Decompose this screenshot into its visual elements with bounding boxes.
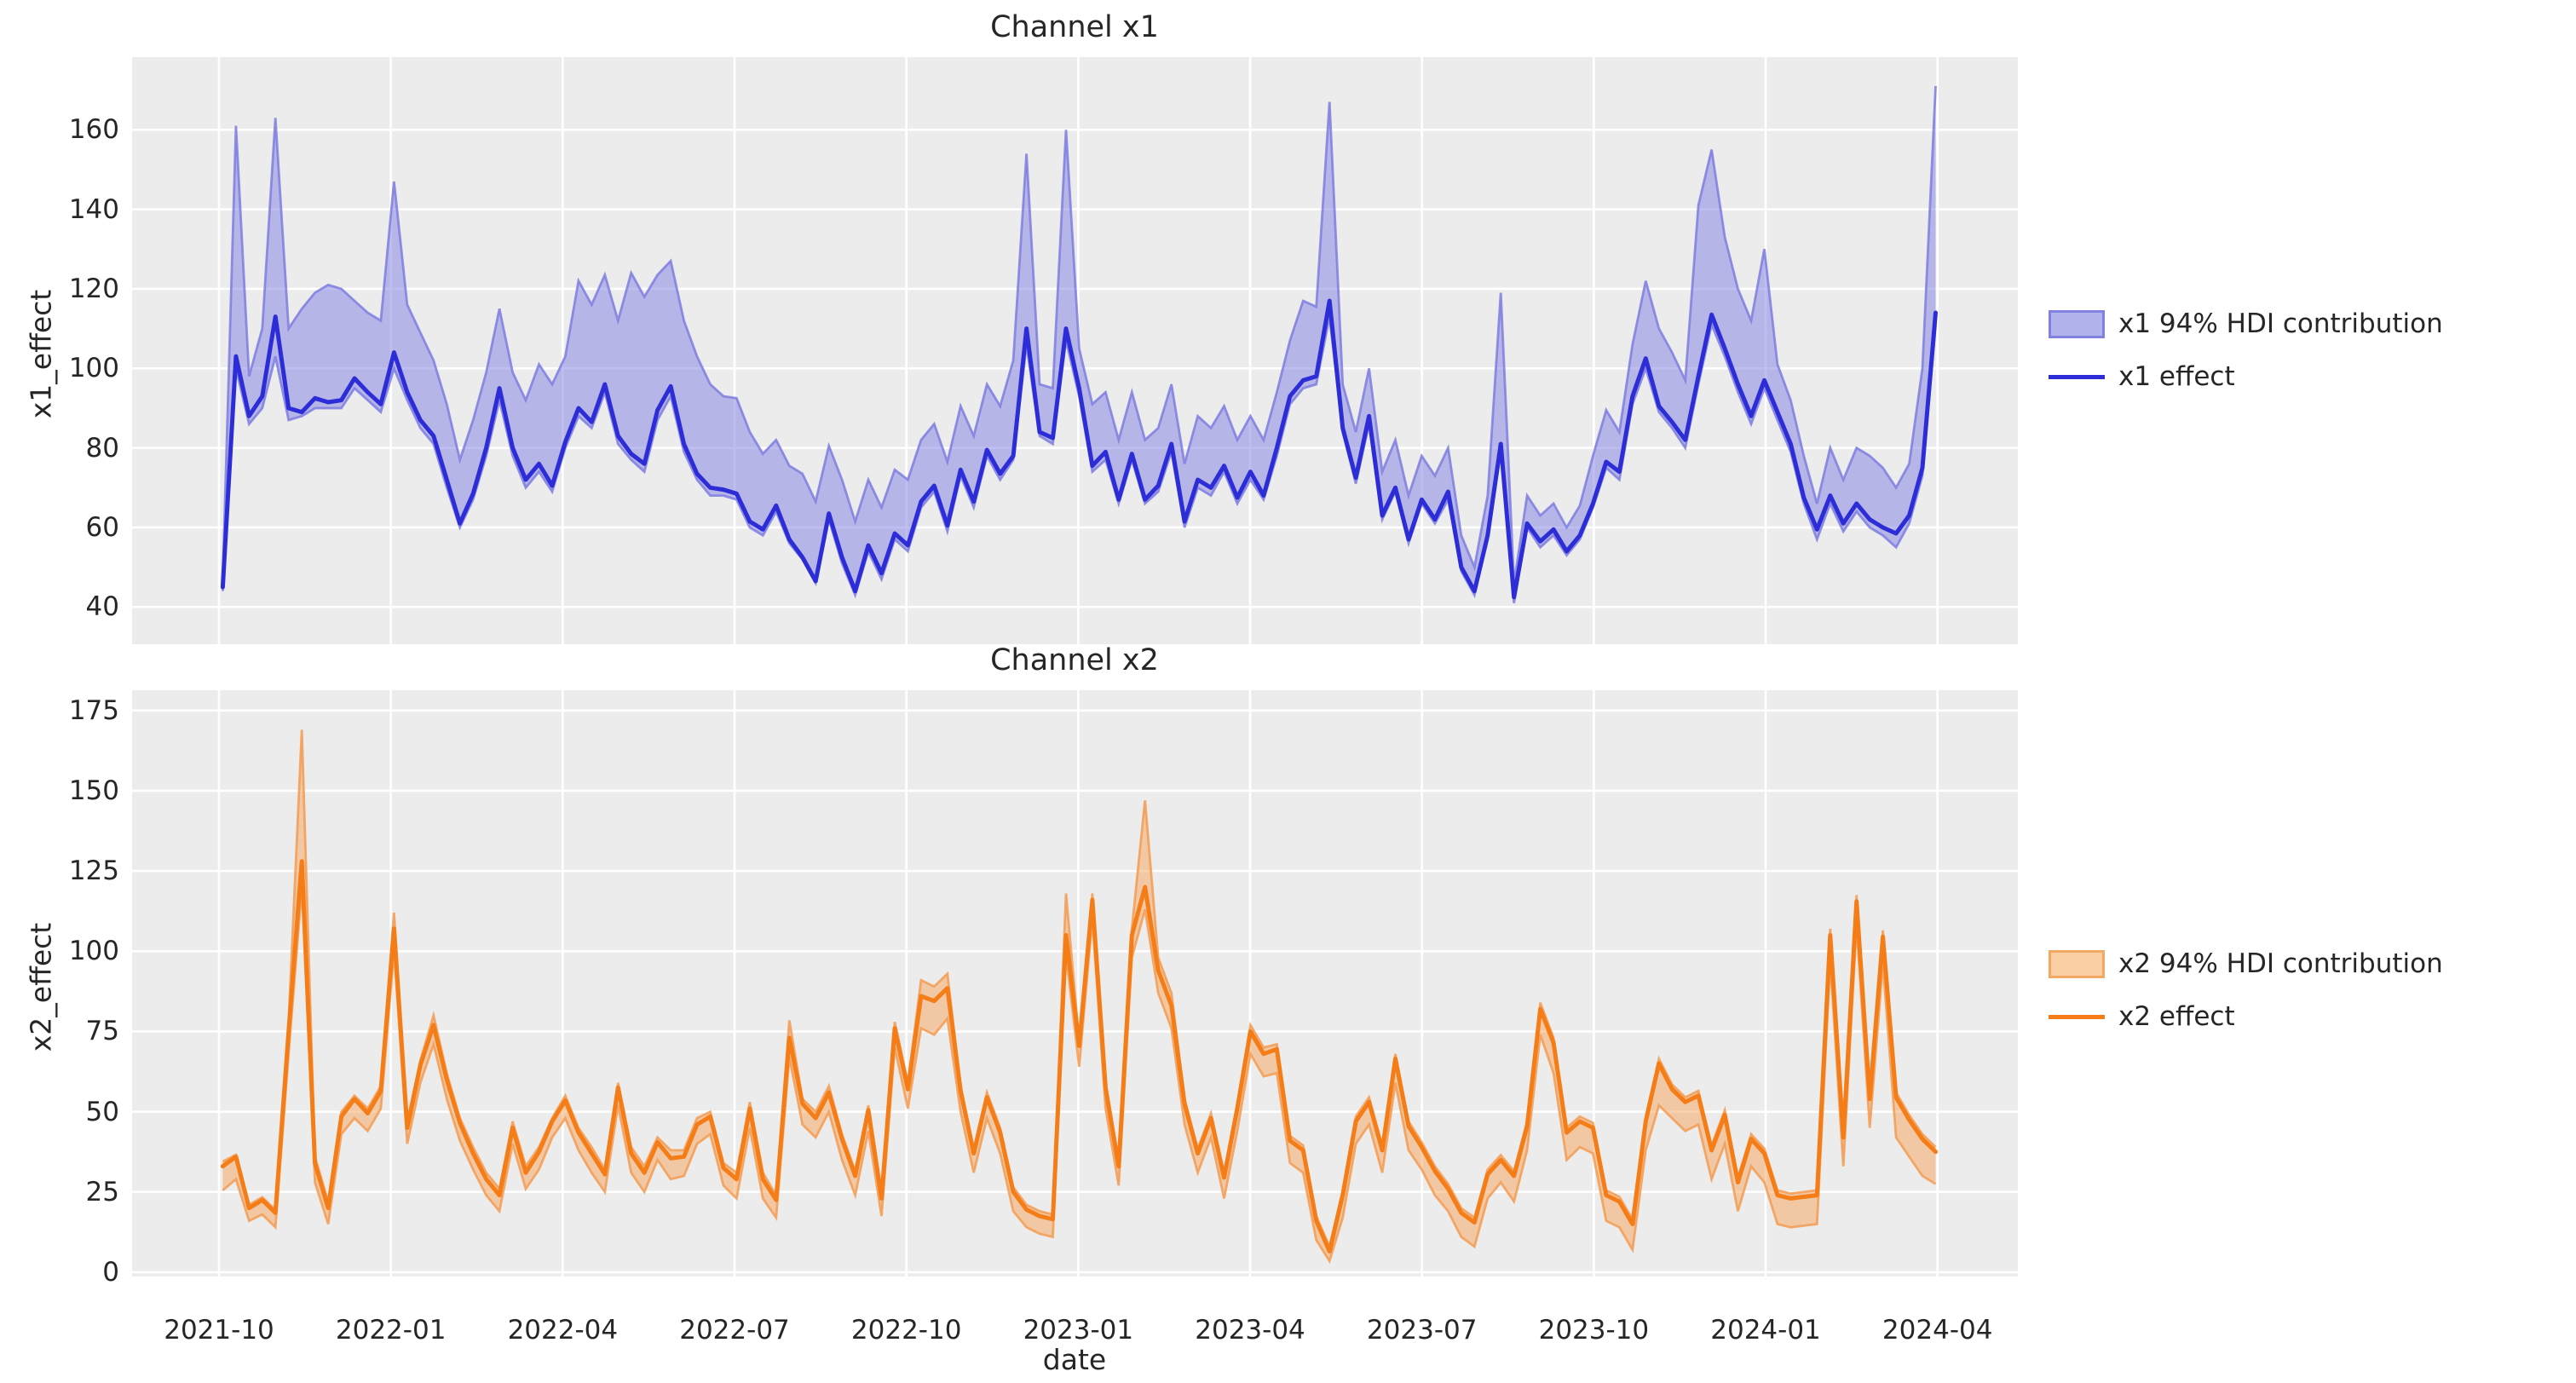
x2-y-tick-label: 25 (85, 1176, 119, 1207)
x1-y-tick-label: 80 (85, 432, 119, 464)
x1-y-tick-label: 160 (68, 114, 119, 146)
x-tick-label: 2024-04 (1882, 1315, 1993, 1346)
x1-band-legend-label: x1 94% HDI contribution (2118, 308, 2443, 339)
x-tick-label: 2022-01 (335, 1315, 447, 1346)
x-tick-label: 2023-01 (1023, 1315, 1134, 1346)
x1-effect-line (220, 298, 1938, 600)
x1-hdi-band-upper-edge (222, 85, 1937, 584)
x1-line-legend-label: x1 effect (2118, 361, 2235, 392)
x1-line-swatch-icon (2049, 374, 2105, 379)
x-axis-label: date (1042, 1343, 1107, 1376)
x1-y-tick-label: 140 (68, 193, 119, 225)
x2-effect-line (220, 859, 1938, 1253)
x2-band-legend-label: x2 94% HDI contribution (2118, 948, 2443, 979)
legend-row-x1-band: x1 94% HDI contribution (2049, 297, 2443, 350)
legend-row-x2-band: x2 94% HDI contribution (2049, 937, 2443, 990)
x2-y-tick-label: 75 (85, 1016, 119, 1047)
plot1-title: Channel x1 (990, 10, 1159, 44)
plot2-legend: x2 94% HDI contribution x2 effect (2049, 937, 2443, 1043)
x1-y-tick-label: 120 (68, 273, 119, 304)
plot2-title: Channel x2 (990, 643, 1159, 677)
x2-y-tick-label: 0 (102, 1257, 119, 1288)
x2-line-swatch-icon (2049, 1014, 2105, 1019)
x2-y-tick-label: 50 (85, 1096, 119, 1127)
legend-row-x2-line: x2 effect (2049, 990, 2443, 1043)
x2-hdi-band-lower-edge (222, 886, 1937, 1265)
x1-band-swatch-icon (2049, 309, 2105, 338)
x-tick-label: 2023-07 (1366, 1315, 1478, 1346)
x2-y-tick-label: 175 (68, 694, 119, 726)
x2-y-tick-label: 125 (68, 856, 119, 887)
plot1-legend: x1 94% HDI contribution x1 effect (2049, 297, 2443, 403)
plot2-ylabel: x2_effect (24, 922, 58, 1052)
x1-y-tick-label: 100 (68, 353, 119, 384)
x-tick-label: 2021-10 (164, 1315, 274, 1346)
x-tick-label: 2023-10 (1538, 1315, 1650, 1346)
x-tick-label: 2022-04 (507, 1315, 619, 1346)
x-tick-label: 2022-07 (679, 1315, 790, 1346)
x1-hdi-band (222, 85, 1936, 603)
x2-y-tick-label: 100 (68, 936, 119, 967)
x2-line-legend-label: x2 effect (2118, 1001, 2235, 1032)
x-tick-label: 2022-10 (850, 1315, 962, 1346)
x2-band-swatch-icon (2049, 949, 2105, 978)
x-tick-label: 2023-04 (1195, 1315, 1305, 1346)
x1-y-tick-label: 40 (85, 591, 119, 623)
x-tick-label: 2024-01 (1710, 1315, 1821, 1346)
x1-y-tick-label: 60 (85, 511, 119, 543)
x2-y-tick-label: 150 (68, 775, 119, 806)
legend-row-x1-line: x1 effect (2049, 350, 2443, 403)
